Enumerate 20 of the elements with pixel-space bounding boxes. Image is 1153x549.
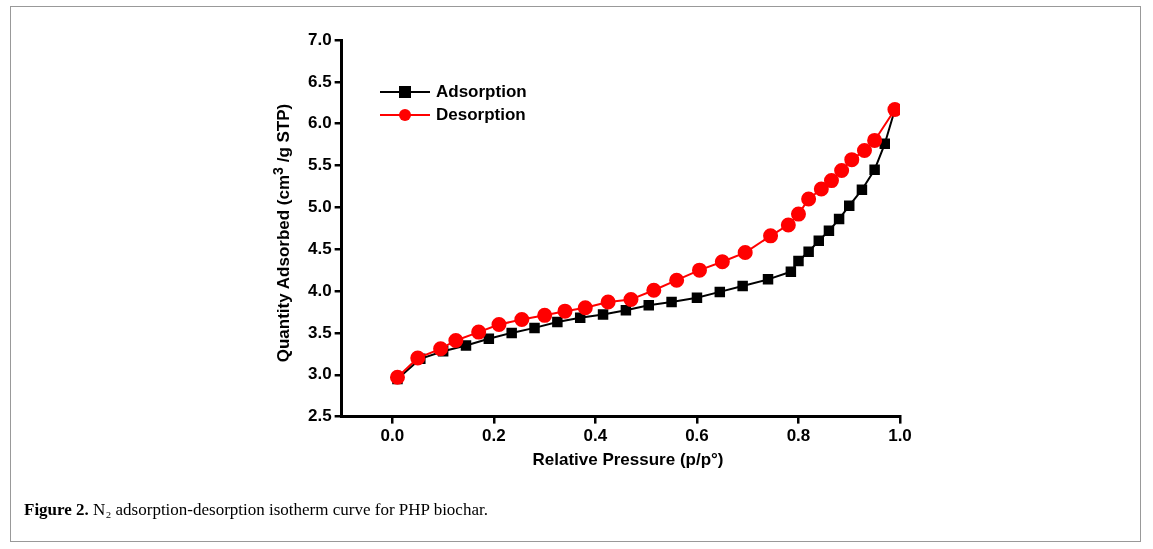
x-tick-label: 0.4 — [583, 426, 608, 446]
y-tick-label: 6.5 — [307, 71, 332, 91]
legend-label: Adsorption — [436, 81, 527, 102]
y-tick-label: 4.0 — [307, 280, 332, 300]
x-axis-title: Relative Pressure (p/p°) — [532, 450, 724, 470]
legend-label: Desorption — [436, 104, 526, 125]
x-tick-label: 0.6 — [685, 426, 709, 446]
y-tick-label: 2.5 — [307, 406, 332, 426]
x-tick-label: 0.0 — [380, 426, 405, 446]
caption: Figure 2. N₂ adsorption-desorption isotherm curve for PHP biochar. — [24, 500, 488, 519]
x-tick-label: 0.8 — [786, 426, 811, 446]
x-tick-label: 1.0 — [888, 426, 912, 446]
y-tick-label: 5.5 — [307, 155, 332, 175]
y-tick-label: 4.5 — [307, 238, 332, 258]
y-tick-label: 7.0 — [307, 29, 332, 49]
y-tick-label: 3.0 — [307, 364, 332, 384]
y-tick-label: 5.0 — [307, 197, 332, 217]
y-tick-label: 6.0 — [307, 113, 332, 133]
x-tick-label: 0.2 — [482, 426, 506, 446]
y-tick-label: 3.5 — [307, 322, 332, 342]
